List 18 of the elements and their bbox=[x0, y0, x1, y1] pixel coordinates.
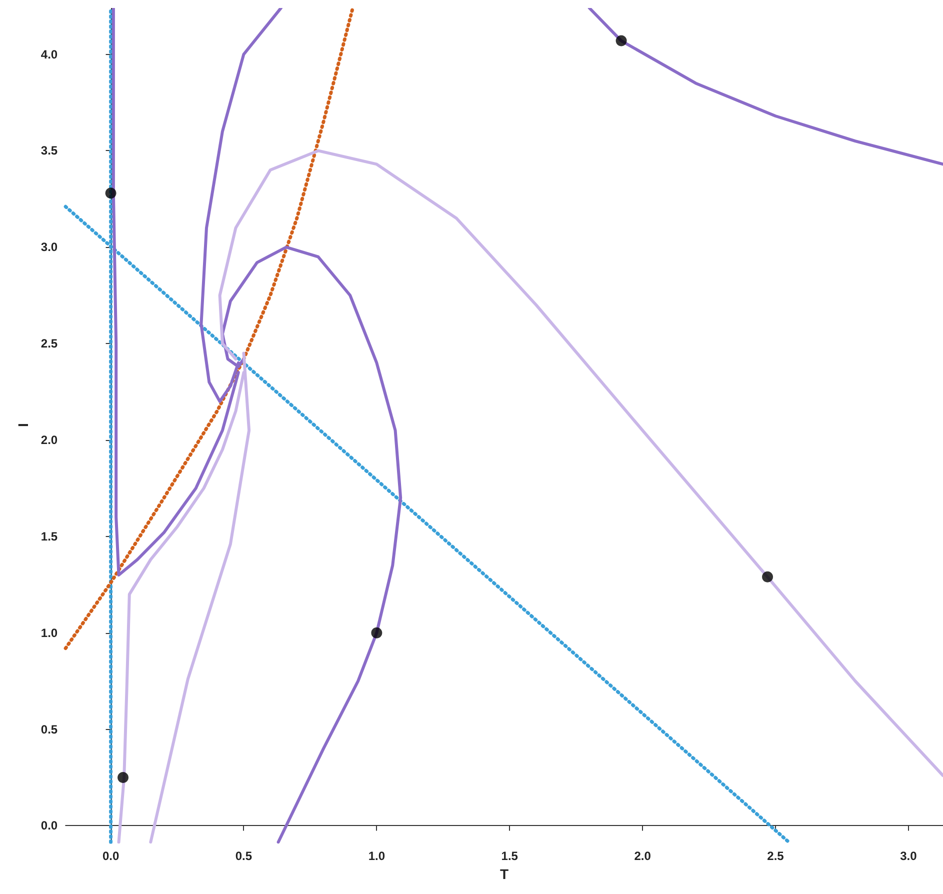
x-tick-label: 2.0 bbox=[634, 849, 652, 864]
y-tick-label: 1.0 bbox=[40, 626, 58, 640]
x-tick-label: 2.5 bbox=[767, 849, 784, 864]
y-tick-label: 4.0 bbox=[40, 47, 58, 62]
x-tick-label: 0.5 bbox=[235, 849, 252, 864]
y-axis-title: I bbox=[15, 423, 31, 427]
y-tick-label: 2.0 bbox=[40, 432, 58, 447]
x-tick-label: 3.0 bbox=[900, 849, 918, 864]
y-tick-label: 3.0 bbox=[40, 240, 58, 254]
y-tick-label: 3.5 bbox=[40, 144, 58, 158]
y-tick-label: 0.0 bbox=[40, 818, 58, 833]
x-tick-label: 1.0 bbox=[368, 849, 386, 864]
y-tick-label: 1.5 bbox=[40, 529, 58, 544]
x-tick-label: 0.0 bbox=[102, 849, 120, 864]
y-tick-label: 0.5 bbox=[40, 722, 58, 736]
x-axis-title: T bbox=[500, 866, 510, 882]
x-tick-label: 1.5 bbox=[501, 849, 518, 864]
y-tick-label: 2.5 bbox=[40, 336, 58, 351]
